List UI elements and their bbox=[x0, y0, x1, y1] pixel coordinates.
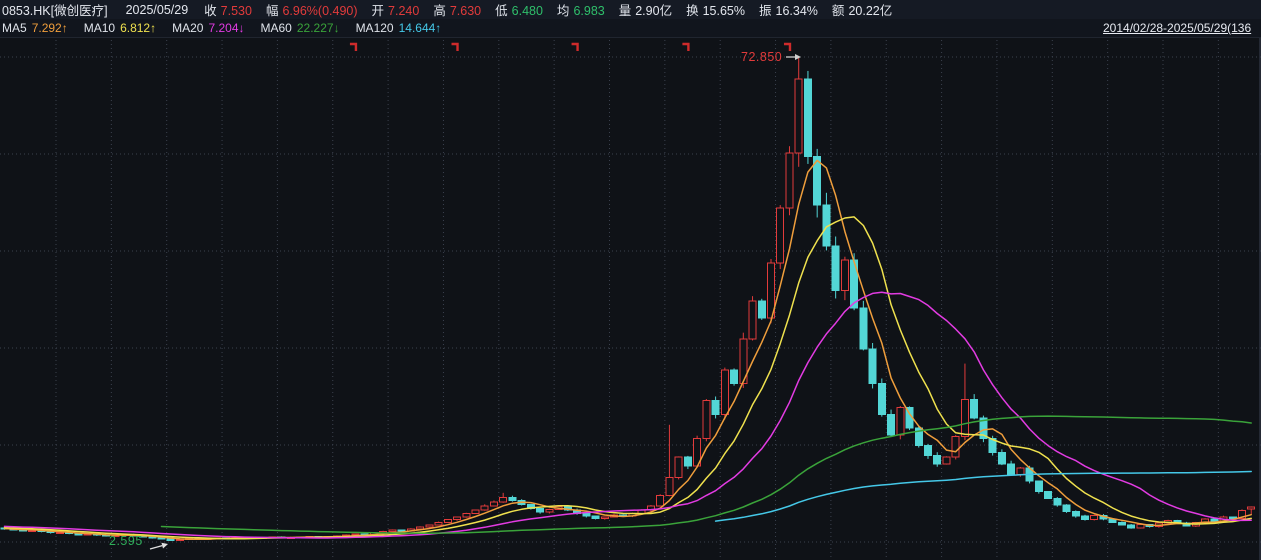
field-close: 收 7.530 bbox=[204, 0, 252, 19]
field-open-label: 开 bbox=[371, 4, 385, 18]
field-amount-label: 额 bbox=[831, 4, 845, 18]
field-amplitude-label: 振 bbox=[759, 4, 772, 18]
field-turnover: 换 15.65% bbox=[686, 0, 745, 19]
trade-date: 2025/05/29 bbox=[125, 2, 189, 17]
field-low-label: 低 bbox=[495, 4, 508, 18]
field-volume: 量 2.90亿 bbox=[619, 0, 672, 19]
ma-legend-ma5: MA5 7.292↑ bbox=[2, 21, 68, 35]
field-high-value: 7.630 bbox=[449, 4, 482, 18]
field-low: 低 6.480 bbox=[495, 0, 543, 19]
field-turnover-value: 15.65% bbox=[702, 4, 745, 18]
field-close-value: 7.530 bbox=[220, 4, 252, 18]
ma60-value: 22.227↓ bbox=[296, 21, 340, 35]
field-open: 开 7.240 bbox=[372, 0, 420, 19]
field-volume-value: 2.90亿 bbox=[635, 4, 673, 18]
ma5-value: 7.292↑ bbox=[31, 21, 68, 35]
field-avg-label: 均 bbox=[556, 4, 570, 18]
field-avg: 均 6.983 bbox=[557, 0, 605, 19]
field-amplitude: 振 16.34% bbox=[759, 0, 818, 19]
field-open-value: 7.240 bbox=[388, 4, 420, 18]
field-amount: 额 20.22亿 bbox=[832, 0, 892, 19]
high-price-annotation: 72.850 bbox=[741, 50, 783, 64]
ma-legend-bar: MA5 7.292↑ MA10 6.812↑ MA20 7.204↓ MA60 22.2… bbox=[0, 19, 1261, 38]
field-close-label: 收 bbox=[204, 4, 217, 18]
field-amplitude-value: 16.34% bbox=[775, 4, 818, 18]
field-low-value: 6.480 bbox=[511, 4, 543, 18]
field-turnover-label: 换 bbox=[686, 4, 699, 18]
ma-legend-ma60: MA60 22.227↓ bbox=[261, 21, 340, 35]
ma20-label: MA20 bbox=[172, 21, 204, 35]
ma120-label: MA120 bbox=[355, 21, 394, 35]
field-change: 幅 6.96%(0.490) bbox=[266, 0, 358, 19]
low-price-annotation: 2.595 bbox=[109, 534, 143, 548]
ma60-label: MA60 bbox=[260, 21, 292, 35]
field-change-label: 幅 bbox=[265, 4, 279, 18]
field-avg-value: 6.983 bbox=[573, 4, 605, 18]
header-bar: 0853.HK[微创医疗] 2025/05/29 收 7.530 幅 6.96%(0… bbox=[0, 0, 1261, 19]
date-range-link[interactable]: 2014/02/28-2025/05/29(136 bbox=[1103, 21, 1252, 35]
ma10-label: MA10 bbox=[83, 21, 116, 35]
stock-symbol: 0853.HK[微创医疗] bbox=[2, 4, 108, 18]
field-high: 高 7.630 bbox=[433, 0, 481, 19]
field-change-value: 6.96%(0.490) bbox=[282, 4, 358, 18]
field-amount-value: 20.22亿 bbox=[848, 4, 893, 18]
ma-legend-ma10: MA10 6.812↑ bbox=[84, 21, 156, 35]
ma20-value: 7.204↓ bbox=[208, 21, 245, 35]
ma-legend-ma120: MA120 14.644↑ bbox=[356, 21, 442, 35]
field-volume-label: 量 bbox=[618, 4, 632, 18]
ma5-label: MA5 bbox=[2, 21, 27, 35]
ma10-value: 6.812↑ bbox=[120, 21, 157, 35]
field-high-label: 高 bbox=[433, 4, 446, 18]
ma-legend-ma20: MA20 7.204↓ bbox=[172, 21, 244, 35]
ma120-value: 14.644↑ bbox=[398, 21, 442, 35]
